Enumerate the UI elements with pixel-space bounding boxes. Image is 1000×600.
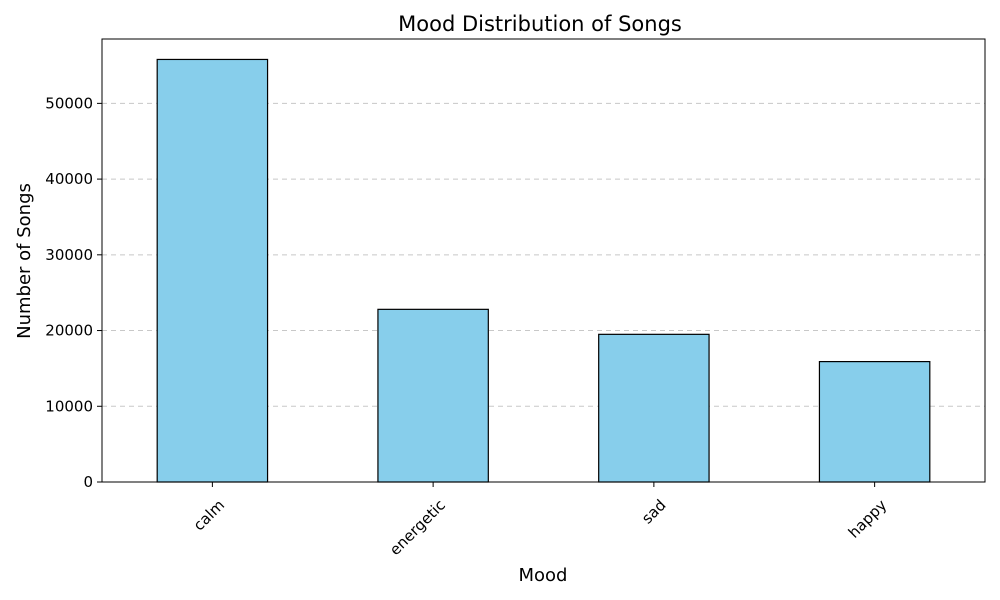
y-axis-label: Number of Songs xyxy=(14,183,35,339)
y-axis-ticks: 0 10000 20000 30000 40000 50000 xyxy=(45,94,102,491)
x-axis-label: Mood xyxy=(519,565,568,586)
bar-calm xyxy=(156,58,269,483)
y-tick-label: 20000 xyxy=(45,322,93,340)
x-tick-label: energetic xyxy=(386,496,449,559)
plot-frame xyxy=(101,38,986,483)
chart-title: Mood Distribution of Songs xyxy=(398,12,682,36)
y-tick-label: 50000 xyxy=(45,94,93,112)
x-tick-label: calm xyxy=(190,496,228,534)
y-tick-label: 0 xyxy=(83,473,93,491)
bar-energetic xyxy=(377,308,489,483)
bar-sad xyxy=(598,333,710,483)
x-tick-label: sad xyxy=(638,496,669,527)
x-axis-ticks: calm energetic sad happy xyxy=(190,482,891,559)
x-tick-label: happy xyxy=(845,496,891,542)
bar-happy xyxy=(818,360,931,483)
y-tick-label: 30000 xyxy=(45,246,93,264)
y-tick-label: 40000 xyxy=(45,170,93,188)
y-tick-label: 10000 xyxy=(45,397,93,415)
bars xyxy=(156,58,931,483)
